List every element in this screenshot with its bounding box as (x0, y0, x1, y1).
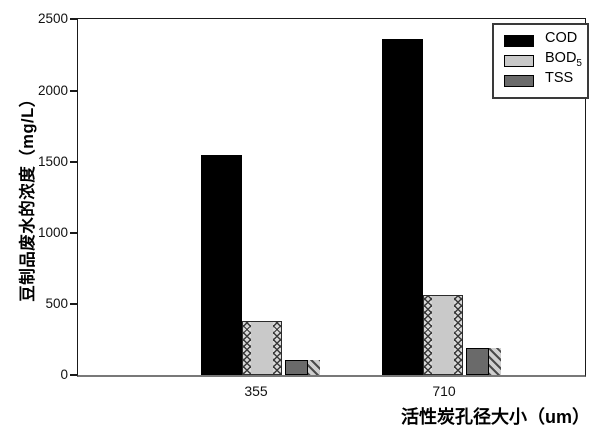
legend-label-bod5: BOD5 (545, 50, 582, 69)
bar-bod5-710 (423, 295, 463, 375)
bar-cod-710 (382, 39, 423, 375)
y-tick-mark (70, 232, 77, 234)
bod5-chevron-edge (424, 296, 432, 374)
legend-label-cod: COD (545, 30, 578, 47)
bar-cod-355 (201, 155, 242, 375)
x-tick-label-355: 355 (244, 383, 268, 399)
y-tick-mark (70, 161, 77, 163)
y-tick-label: 1500 (37, 154, 68, 169)
y-axis-title: 豆制品废水的浓度（mg/L） (19, 90, 37, 302)
legend-swatch-bod5 (504, 55, 534, 67)
y-tick-label: 500 (45, 296, 68, 311)
y-tick-label: 2500 (37, 11, 68, 26)
bar-tss-355 (285, 360, 308, 375)
y-tick-mark (70, 18, 77, 20)
y-tick-label: 2000 (37, 83, 68, 98)
y-tick-label: 1000 (37, 225, 68, 240)
legend-item-cod: COD (504, 30, 587, 49)
legend-item-bod5: BOD5 (504, 50, 587, 69)
bar-tss-710 (466, 348, 489, 375)
legend: COD BOD5 TSS (492, 23, 589, 99)
legend-swatch-tss (504, 75, 534, 87)
bar-tss-hatch-strip-355 (308, 360, 320, 375)
x-tick-label-710: 710 (432, 383, 456, 399)
legend-item-tss: TSS (504, 70, 587, 89)
y-tick-mark (70, 90, 77, 92)
y-tick-mark (70, 374, 77, 376)
bar-bod5-355 (242, 321, 282, 375)
y-tick-mark (70, 303, 77, 305)
legend-label-tss: TSS (545, 70, 574, 87)
bod5-chevron-edge (243, 322, 251, 374)
legend-swatch-cod (504, 35, 534, 47)
bod5-chevron-edge (454, 296, 462, 374)
x-axis-title: 活性炭孔径大小（um） (401, 407, 590, 427)
bod5-bar-fill (432, 296, 454, 374)
y-tick-label: 0 (60, 367, 68, 382)
bod5-bar-fill (251, 322, 273, 374)
bod5-chevron-edge (273, 322, 281, 374)
bar-tss-hatch-strip-710 (489, 348, 501, 375)
